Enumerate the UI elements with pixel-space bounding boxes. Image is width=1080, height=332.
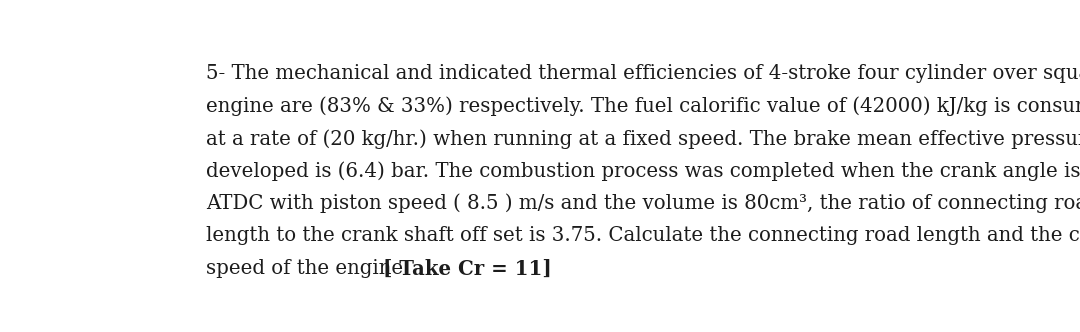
Text: [ Take Cr = 11]: [ Take Cr = 11]	[383, 259, 552, 279]
Text: speed of the engine.: speed of the engine.	[206, 259, 435, 278]
Text: ATDC with piston speed ( 8.5 ) m/s and the volume is 80cm³, the ratio of connect: ATDC with piston speed ( 8.5 ) m/s and t…	[206, 194, 1080, 213]
Text: length to the crank shaft off set is 3.75. Calculate the connecting road length : length to the crank shaft off set is 3.7…	[206, 226, 1080, 245]
Text: at a rate of (20 kg/hr.) when running at a fixed speed. The brake mean effective: at a rate of (20 kg/hr.) when running at…	[206, 129, 1080, 149]
Text: engine are (83% & 33%) respectively. The fuel calorific value of (42000) kJ/kg i: engine are (83% & 33%) respectively. The…	[206, 97, 1080, 117]
Text: 5- The mechanical and indicated thermal efficiencies of 4-stroke four cylinder o: 5- The mechanical and indicated thermal …	[206, 64, 1080, 83]
Text: developed is (6.4) bar. The combustion process was completed when the crank angl: developed is (6.4) bar. The combustion p…	[206, 161, 1080, 181]
